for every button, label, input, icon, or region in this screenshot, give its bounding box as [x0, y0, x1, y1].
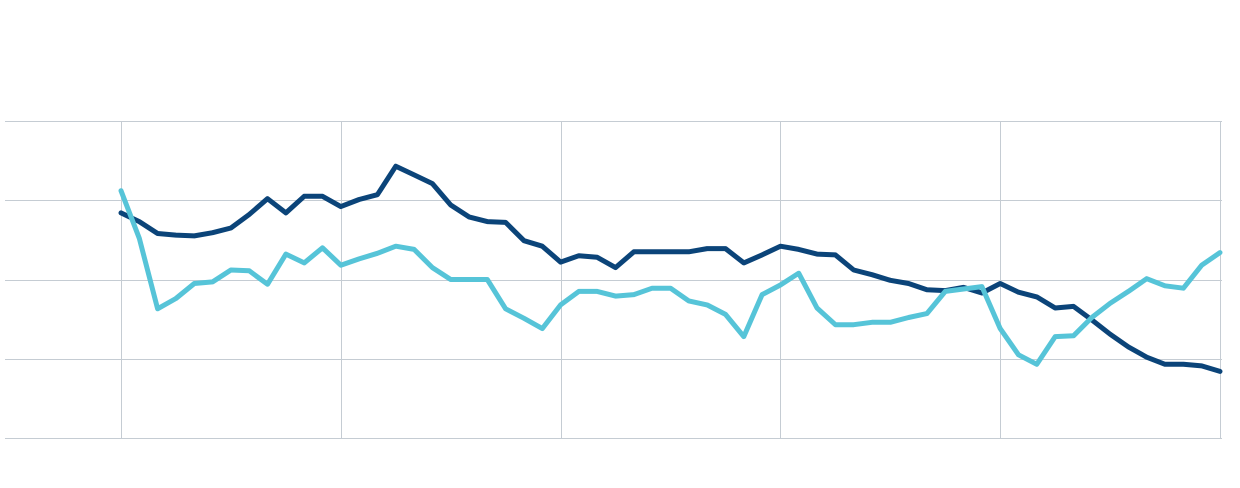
- vertical-gridlines: [121, 121, 1221, 438]
- series-line-2: [118, 188, 1223, 367]
- horizontal-gridlines: [5, 121, 1222, 439]
- series-line-1: [118, 163, 1223, 374]
- series-lines: [118, 163, 1223, 374]
